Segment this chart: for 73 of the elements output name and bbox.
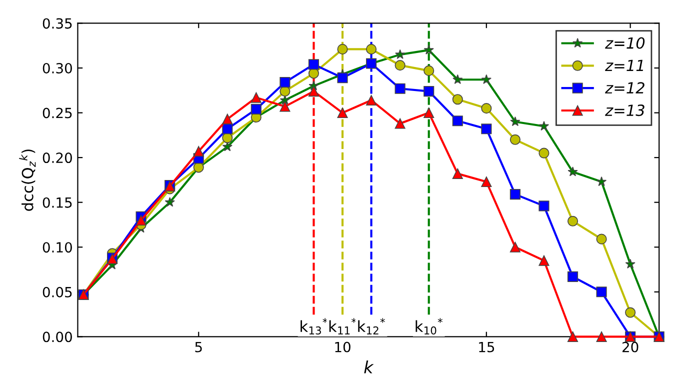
point [250,92,262,103]
ref-line-label: k$_{10}$$^{*}$ [416,318,443,334]
point [424,86,434,97]
point [510,116,520,126]
legend-label: z=13 [605,104,644,116]
point [366,44,377,54]
point [366,94,377,106]
point [596,176,607,186]
point [424,108,434,118]
x-tick-label: 20 [622,342,638,352]
point [625,258,636,268]
point [510,134,520,145]
y-tick-label: 0.20 [42,152,72,164]
point [136,214,146,226]
point [596,286,607,298]
point [510,189,520,200]
point [222,132,233,144]
point [394,60,406,71]
point [538,120,550,131]
point [280,86,290,97]
point [337,108,348,118]
legend-label: z=10 [605,37,645,49]
y-axis-title: dcc(Q$_{z}$$^{k}$) [19,150,36,211]
point [452,116,463,126]
point [337,44,348,54]
x-axis-title: k [364,360,374,374]
point [568,166,578,176]
point [308,86,320,97]
point [481,103,492,114]
point [481,74,492,84]
y-tick-label: 0.30 [42,62,72,74]
point [567,216,578,226]
ref-line-label: k$_{12}$$^{*}$ [358,318,385,334]
point [538,148,550,158]
point [481,176,492,188]
point [567,331,578,342]
point [250,104,262,114]
point [538,255,550,266]
y-tick-label: 0.15 [42,197,72,208]
point [596,331,607,342]
point [625,307,636,318]
point [567,271,578,282]
point [452,94,463,105]
x-tick-label: 5 [195,342,202,352]
point [596,234,607,244]
point [222,142,232,152]
point [424,44,434,54]
point [164,197,175,207]
x-tick-label: 10 [335,342,350,352]
point [308,68,320,79]
point [280,77,290,88]
point [280,101,290,112]
point [481,124,492,134]
point [510,242,520,252]
legend-label: z=12 [605,82,644,94]
x-tick-label: 15 [479,342,494,352]
y-tick-label: 0.00 [42,332,72,342]
point [395,49,406,59]
y-tick-label: 0.35 [42,18,72,29]
point [193,146,204,157]
point [222,114,233,124]
point [424,65,434,76]
legend-label: z=11 [605,60,644,72]
point [452,168,463,179]
point [452,74,463,84]
point [538,200,550,212]
y-tick-label: 0.10 [42,242,72,253]
point [308,59,320,70]
point [337,72,348,84]
point [394,83,406,94]
y-tick-label: 0.25 [42,108,72,118]
point [394,118,406,129]
y-tick-label: 0.05 [42,286,72,298]
